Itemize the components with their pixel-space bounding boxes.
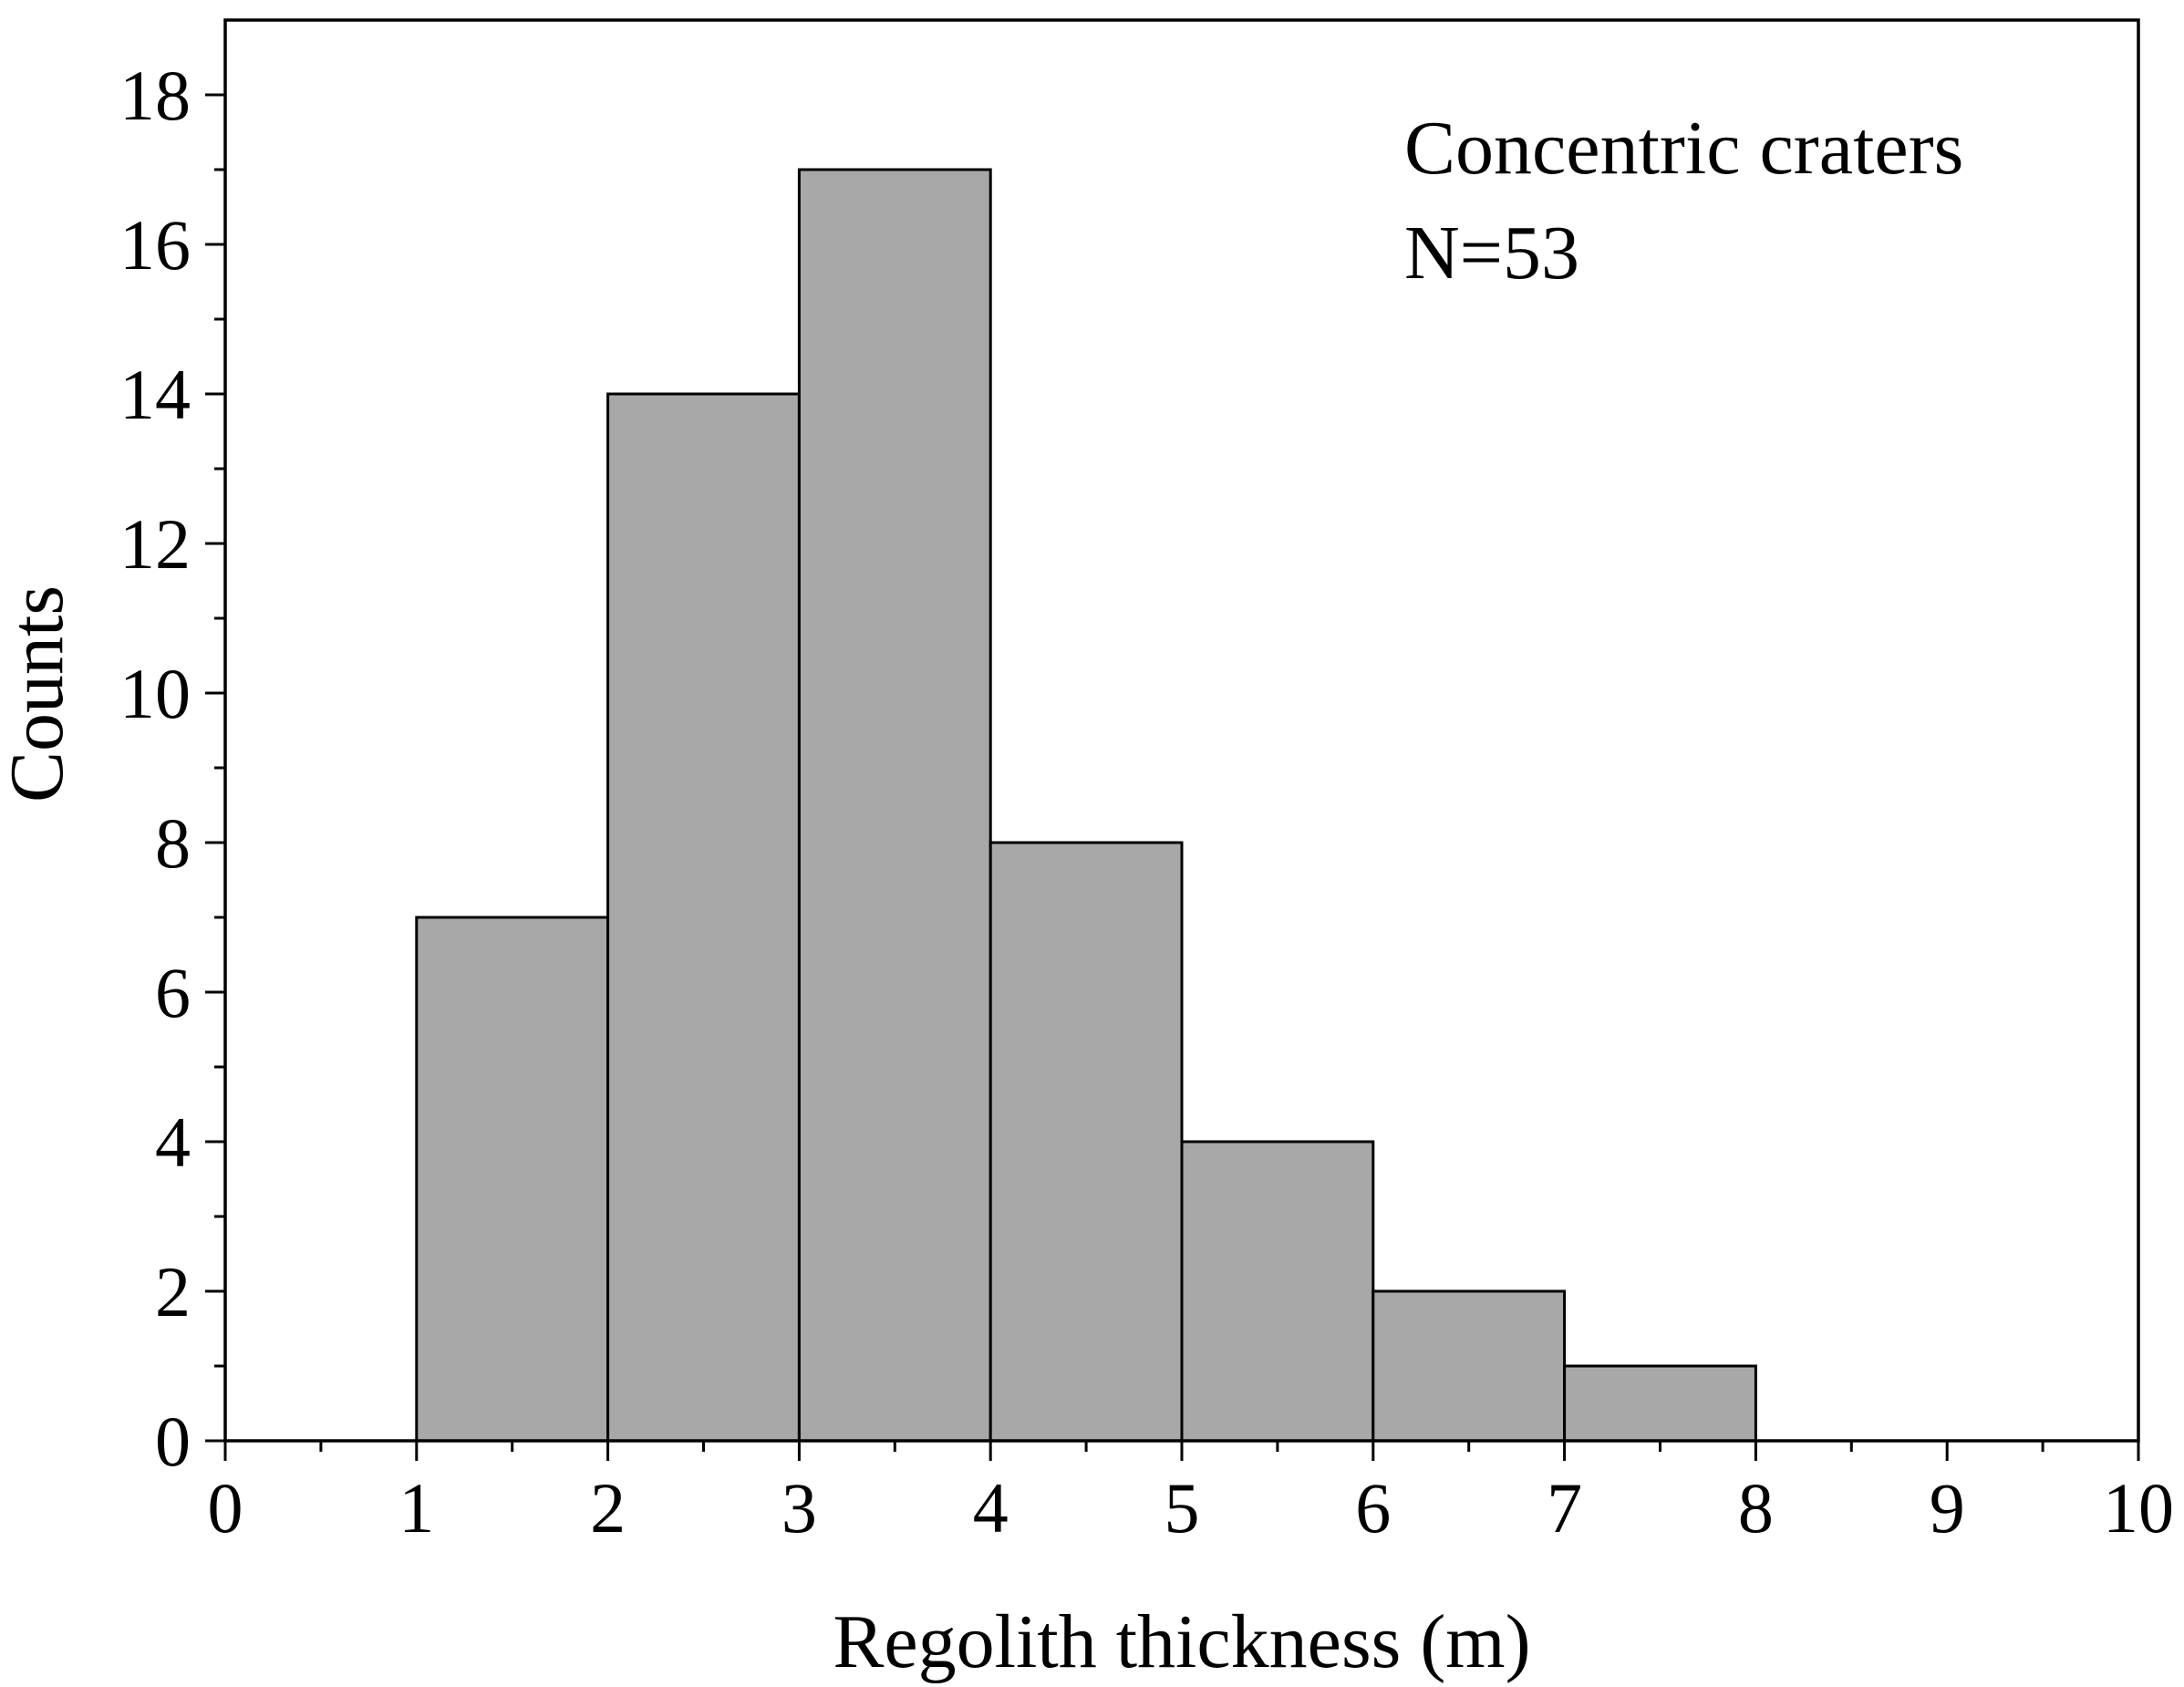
x-tick-label-1: 1 [399,1468,434,1547]
x-tick-label-2: 2 [590,1468,626,1547]
histogram-bar-6 [1563,1364,1757,1443]
x-tick-label-3: 3 [781,1468,817,1547]
x-tick-label-9: 9 [1930,1468,1965,1547]
histogram-bars [415,168,1757,1443]
x-tick-label-5: 5 [1164,1468,1200,1547]
x-axis-ticks [223,1441,2140,1461]
histogram-bar-3 [988,841,1184,1443]
histogram-bar-5 [1371,1289,1567,1443]
x-tick-label-0: 0 [208,1468,243,1547]
y-axis-ticks [205,93,225,1443]
x-tick-label-6: 6 [1355,1468,1391,1547]
annotation-sample-size: N=53 [1404,211,1579,295]
y-axis-tick-labels: 0 2 4 6 8 10 12 14 16 18 [119,56,191,1481]
y-tick-label-7: 14 [119,355,191,434]
y-axis-label: Counts [0,585,79,802]
annotation-title: Concentric craters [1404,106,1963,191]
x-tick-label-7: 7 [1547,1468,1582,1547]
histogram-bar-0 [415,916,610,1443]
histogram-bar-1 [606,392,801,1443]
y-tick-label-4: 8 [155,803,191,883]
x-axis-label: Regolith thickness (m) [833,1599,1530,1684]
y-tick-label-8: 16 [119,205,191,285]
y-tick-label-1: 2 [155,1252,191,1331]
x-tick-label-10: 10 [2103,1468,2174,1547]
x-tick-label-8: 8 [1738,1468,1774,1547]
y-tick-label-5: 10 [119,654,191,733]
y-tick-label-2: 4 [155,1102,191,1182]
x-tick-label-4: 4 [973,1468,1009,1547]
plot-frame [223,18,2140,1443]
y-tick-label-9: 18 [119,56,191,135]
y-tick-label-0: 0 [155,1402,191,1481]
y-tick-label-3: 6 [155,953,191,1032]
y-tick-label-6: 12 [119,504,191,584]
x-axis-tick-labels: 0 1 2 3 4 5 6 7 8 9 10 [208,1468,2175,1547]
histogram-bar-4 [1180,1140,1375,1443]
histogram-bar-2 [797,168,992,1443]
